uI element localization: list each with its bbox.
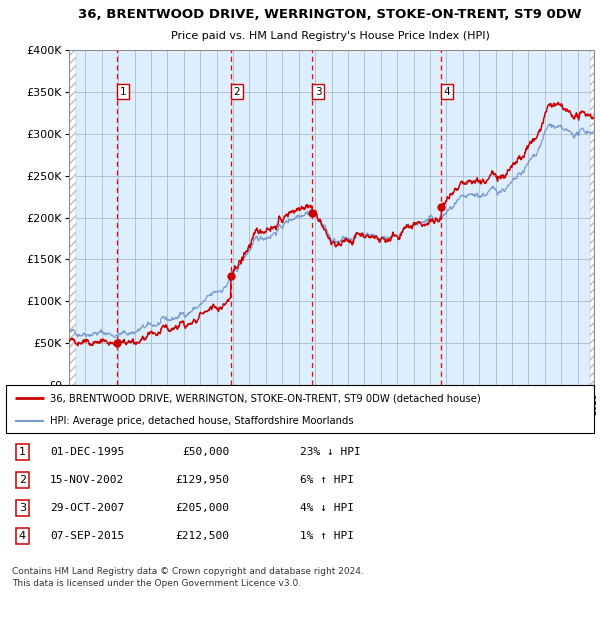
Text: £205,000: £205,000 (175, 503, 229, 513)
Text: £129,950: £129,950 (175, 475, 229, 485)
Text: Contains HM Land Registry data © Crown copyright and database right 2024.
This d: Contains HM Land Registry data © Crown c… (12, 567, 364, 588)
Text: 4% ↓ HPI: 4% ↓ HPI (300, 503, 354, 513)
Text: 01-DEC-1995: 01-DEC-1995 (50, 447, 124, 457)
Text: £50,000: £50,000 (182, 447, 229, 457)
Text: 3: 3 (19, 503, 26, 513)
Text: 4: 4 (444, 87, 451, 97)
Text: 07-SEP-2015: 07-SEP-2015 (50, 531, 124, 541)
Text: Price paid vs. HM Land Registry's House Price Index (HPI): Price paid vs. HM Land Registry's House … (170, 31, 490, 41)
Bar (69, 50, 76, 385)
Text: £212,500: £212,500 (175, 531, 229, 541)
Text: 2: 2 (233, 87, 240, 97)
Text: 29-OCT-2007: 29-OCT-2007 (50, 503, 124, 513)
Text: 1: 1 (119, 87, 126, 97)
Text: 36, BRENTWOOD DRIVE, WERRINGTON, STOKE-ON-TRENT, ST9 0DW (detached house): 36, BRENTWOOD DRIVE, WERRINGTON, STOKE-O… (50, 394, 481, 404)
Text: 1% ↑ HPI: 1% ↑ HPI (300, 531, 354, 541)
Text: HPI: Average price, detached house, Staffordshire Moorlands: HPI: Average price, detached house, Staf… (50, 415, 354, 425)
Text: 6% ↑ HPI: 6% ↑ HPI (300, 475, 354, 485)
Text: 2: 2 (19, 475, 26, 485)
Text: 36, BRENTWOOD DRIVE, WERRINGTON, STOKE-ON-TRENT, ST9 0DW: 36, BRENTWOOD DRIVE, WERRINGTON, STOKE-O… (78, 7, 582, 20)
Text: 4: 4 (19, 531, 26, 541)
Text: 23% ↓ HPI: 23% ↓ HPI (300, 447, 361, 457)
Text: 3: 3 (315, 87, 322, 97)
Bar (590, 50, 594, 385)
Text: 15-NOV-2002: 15-NOV-2002 (50, 475, 124, 485)
Text: 1: 1 (19, 447, 26, 457)
